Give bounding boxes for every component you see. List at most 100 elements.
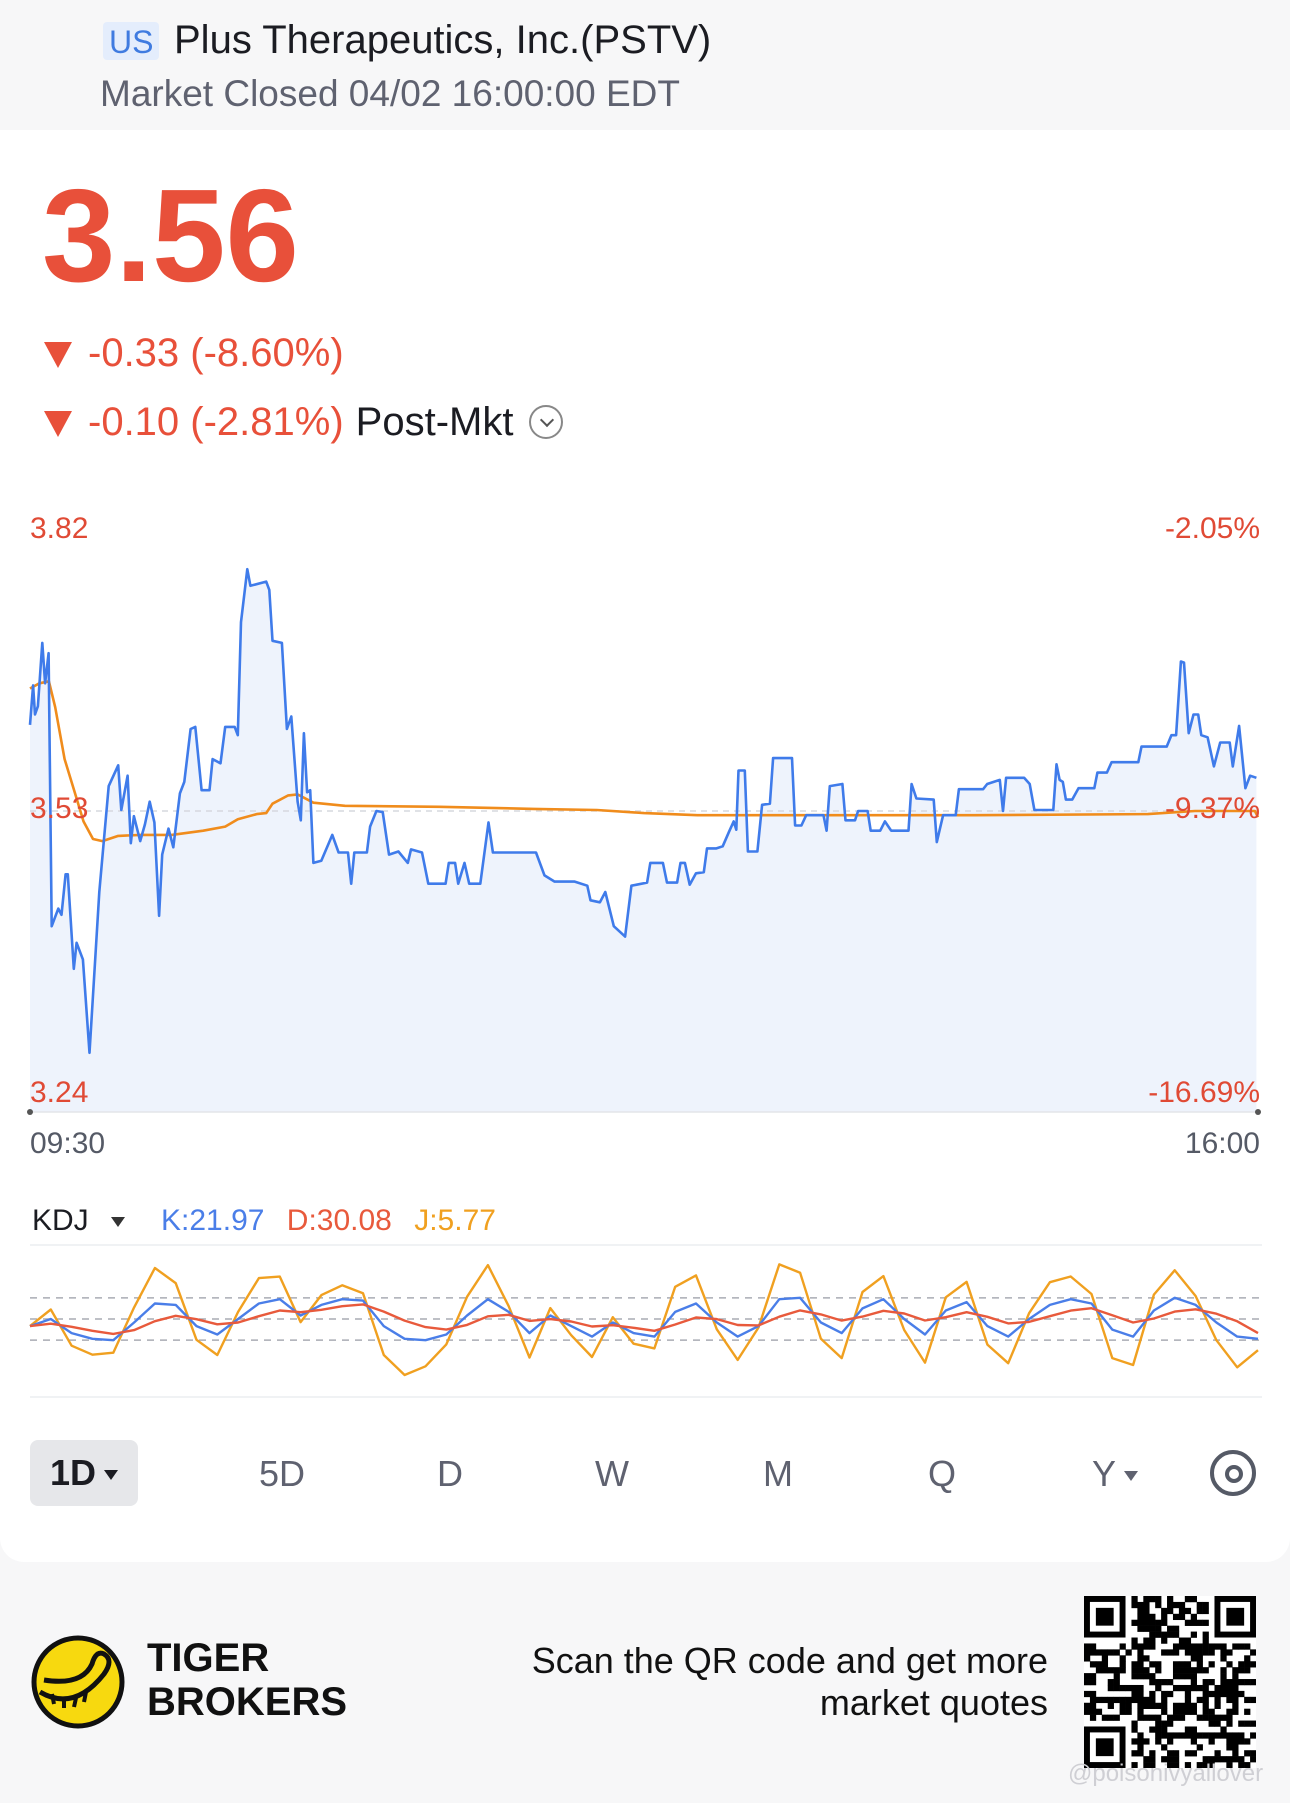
qr-module bbox=[1137, 1607, 1144, 1615]
qr-module bbox=[1107, 1702, 1114, 1709]
qr-module bbox=[1095, 1667, 1103, 1674]
qr-module bbox=[1238, 1762, 1245, 1768]
qr-module bbox=[1143, 1762, 1150, 1768]
qr-module bbox=[1113, 1667, 1120, 1674]
post-market-change[interactable]: -0.10 (-2.81%) Post-Mkt bbox=[44, 398, 564, 446]
qr-module bbox=[1172, 1667, 1180, 1674]
qr-module bbox=[1232, 1756, 1239, 1763]
qr-module bbox=[1208, 1661, 1215, 1668]
tab-5d[interactable]: 5D bbox=[258, 1453, 306, 1494]
chevron-down-icon[interactable] bbox=[529, 405, 564, 440]
qr-module bbox=[1155, 1684, 1162, 1692]
indicator-header: KDJ K:21.97 D:30.08 J:5.77 bbox=[32, 1203, 510, 1239]
qr-module bbox=[1167, 1756, 1174, 1763]
qr-module bbox=[1232, 1750, 1239, 1757]
qr-module bbox=[1161, 1708, 1168, 1715]
header-bar bbox=[0, 0, 1290, 130]
qr-module bbox=[1107, 1667, 1114, 1674]
tab-w[interactable]: W bbox=[595, 1453, 629, 1494]
qr-module bbox=[1208, 1679, 1215, 1686]
qr-module bbox=[1172, 1762, 1180, 1768]
indicator-selector[interactable]: KDJ bbox=[32, 1204, 139, 1237]
qr-module bbox=[1220, 1679, 1227, 1686]
qr-module bbox=[1184, 1690, 1192, 1698]
tab-q[interactable]: Q bbox=[927, 1453, 956, 1494]
qr-module bbox=[1149, 1690, 1156, 1698]
qr-module bbox=[1161, 1744, 1168, 1751]
qr-module bbox=[1178, 1637, 1186, 1644]
down-arrow-icon bbox=[44, 342, 72, 369]
qr-module bbox=[1250, 1661, 1256, 1668]
tab-d[interactable]: D bbox=[437, 1453, 463, 1494]
qr-module bbox=[1131, 1696, 1138, 1704]
qr-module bbox=[1220, 1649, 1227, 1656]
qr-module bbox=[1149, 1702, 1156, 1709]
kdj-k-line bbox=[29, 1296, 1259, 1342]
qr-module bbox=[1143, 1637, 1150, 1644]
qr-module bbox=[1208, 1720, 1215, 1727]
tab-y[interactable]: Y bbox=[1080, 1448, 1150, 1500]
qr-module bbox=[1101, 1696, 1109, 1704]
qr-module bbox=[1167, 1720, 1174, 1727]
tab-m[interactable]: M bbox=[763, 1453, 793, 1494]
qr-module bbox=[1190, 1738, 1197, 1745]
qr-module bbox=[1190, 1732, 1197, 1739]
qr-module bbox=[1137, 1643, 1144, 1650]
qr-module bbox=[1184, 1643, 1192, 1650]
qr-module bbox=[1167, 1601, 1174, 1609]
qr-module bbox=[1131, 1601, 1138, 1609]
qr-module bbox=[1178, 1607, 1186, 1615]
qr-module bbox=[1184, 1732, 1192, 1739]
x-label-start: 09:30 bbox=[30, 1127, 106, 1160]
qr-module bbox=[1149, 1762, 1156, 1768]
qr-module bbox=[1125, 1684, 1132, 1692]
qr-module bbox=[1155, 1679, 1162, 1686]
qr-module bbox=[1149, 1756, 1156, 1763]
qr-module bbox=[1161, 1637, 1168, 1644]
qr-module bbox=[1190, 1655, 1197, 1662]
qr-module bbox=[1214, 1732, 1221, 1739]
y-label-bottom: 3.24 bbox=[30, 1076, 89, 1109]
qr-module bbox=[1161, 1679, 1168, 1686]
qr-module bbox=[1220, 1690, 1227, 1698]
qr-module bbox=[1137, 1619, 1144, 1626]
qr-module bbox=[1095, 1708, 1103, 1715]
chart-settings-icon[interactable] bbox=[1210, 1450, 1256, 1496]
qr-module bbox=[1172, 1684, 1180, 1692]
caret-down-icon bbox=[110, 1217, 125, 1228]
qr-module bbox=[1155, 1714, 1162, 1721]
down-arrow-icon bbox=[44, 411, 72, 438]
qr-module bbox=[1172, 1673, 1180, 1680]
qr-module bbox=[1244, 1696, 1251, 1704]
qr-module bbox=[1202, 1619, 1209, 1626]
qr-module bbox=[1202, 1631, 1209, 1638]
qr-module bbox=[1101, 1667, 1109, 1674]
qr-module bbox=[1131, 1726, 1138, 1733]
qr-module bbox=[1190, 1631, 1197, 1638]
qr-module bbox=[1178, 1643, 1186, 1650]
qr-module bbox=[1149, 1714, 1156, 1721]
qr-module bbox=[1167, 1732, 1174, 1739]
qr-module bbox=[1167, 1750, 1174, 1757]
qr-module bbox=[1167, 1690, 1174, 1698]
qr-module bbox=[1184, 1619, 1192, 1626]
price-chart[interactable] bbox=[0, 0, 1290, 1420]
kdj-d-value: D:30.08 bbox=[286, 1204, 392, 1237]
qr-module bbox=[1113, 1714, 1120, 1721]
qr-module bbox=[1214, 1696, 1221, 1704]
qr-module bbox=[1202, 1643, 1209, 1650]
tiger-brokers-logo bbox=[31, 1635, 125, 1729]
qr-module bbox=[1131, 1738, 1138, 1745]
kdj-j-line bbox=[29, 1263, 1259, 1377]
qr-module bbox=[1208, 1649, 1215, 1656]
qr-module bbox=[1184, 1607, 1192, 1615]
qr-finder-core bbox=[1226, 1607, 1245, 1626]
tab-1d[interactable]: 1D bbox=[30, 1440, 138, 1506]
qr-module bbox=[1196, 1732, 1203, 1739]
qr-module bbox=[1107, 1649, 1114, 1656]
qr-module bbox=[1238, 1732, 1245, 1739]
qr-module bbox=[1107, 1679, 1114, 1686]
qr-module bbox=[1155, 1619, 1162, 1626]
qr-module bbox=[1143, 1643, 1150, 1650]
qr-module bbox=[1178, 1684, 1186, 1692]
